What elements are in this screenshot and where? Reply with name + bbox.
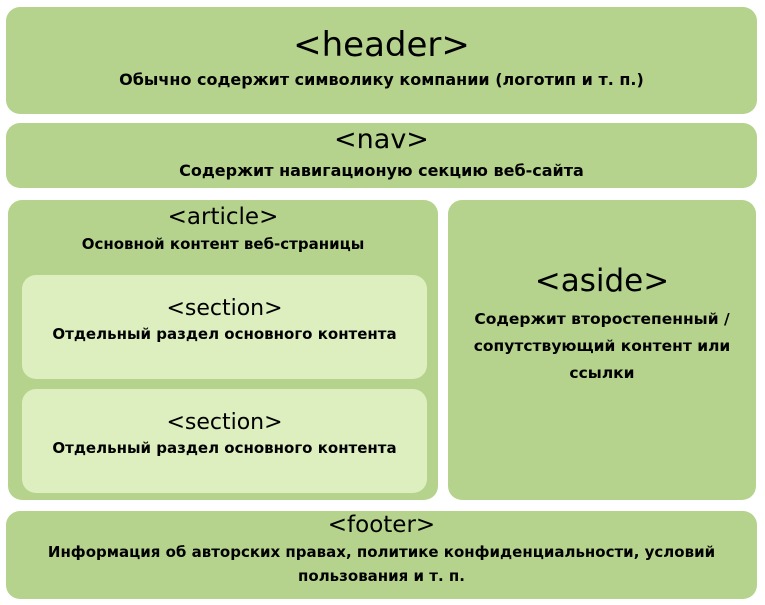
nav-block: <nav> Содержит навигационую секцию веб-с… bbox=[6, 123, 757, 188]
nav-description: Содержит навигационую секцию веб-сайта bbox=[179, 160, 584, 180]
section-block-2: <section> Отдельный раздел основного кон… bbox=[22, 389, 427, 493]
nav-tag: <nav> bbox=[334, 124, 429, 155]
article-tag: <article> bbox=[167, 204, 279, 230]
section-tag: <section> bbox=[166, 410, 283, 435]
aside-block: <aside> Содержит второстепенный / сопутс… bbox=[448, 200, 756, 500]
header-tag: <header> bbox=[293, 25, 470, 65]
footer-tag: <footer> bbox=[327, 512, 436, 538]
article-block: <article> Основной контент веб-страницы … bbox=[8, 200, 438, 500]
section-description: Отдельный раздел основного контента bbox=[52, 439, 397, 458]
header-description: Обычно содержит символику компании (лого… bbox=[119, 70, 644, 90]
aside-tag: <aside> bbox=[534, 263, 670, 299]
section-description: Отдельный раздел основного контента bbox=[52, 325, 397, 344]
section-tag: <section> bbox=[166, 296, 283, 321]
header-block: <header> Обычно содержит символику компа… bbox=[6, 7, 757, 114]
section-block-1: <section> Отдельный раздел основного кон… bbox=[22, 275, 427, 379]
footer-block: <footer> Информация об авторских правах,… bbox=[6, 511, 757, 599]
aside-description: Содержит второстепенный / сопутствующий … bbox=[473, 310, 731, 383]
article-description: Основной контент веб-страницы bbox=[81, 235, 365, 254]
footer-description: Информация об авторских правах, политике… bbox=[47, 543, 716, 585]
